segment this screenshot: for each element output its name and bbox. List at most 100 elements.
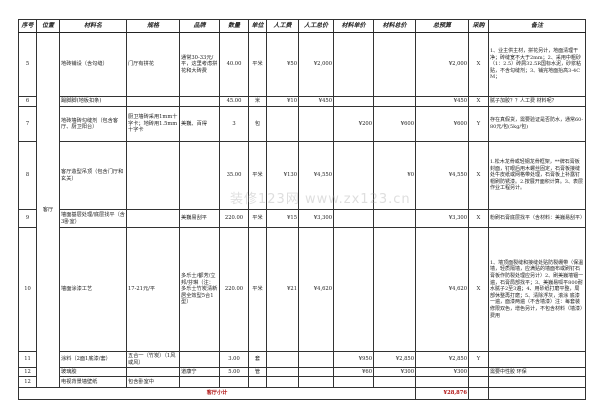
cell-mat-unit: ¥60 [333, 367, 374, 377]
cell-mat-unit [333, 96, 374, 107]
column-header: 材料名 [59, 19, 127, 33]
cell-name: 电视背景墙壁纸 [59, 376, 127, 388]
column-header: 位置 [36, 19, 60, 33]
cell-name: 地砖铺设（含勾缝） [59, 32, 127, 97]
cell-buy: Y [468, 351, 489, 368]
cell-mat-total: ¥300 [373, 367, 416, 377]
cell-note [488, 351, 586, 368]
cell-labor [266, 351, 299, 368]
cell-qty: 40.00 [219, 32, 249, 97]
cell-note: 存在真假货，需要验证是否防水，通常60-80元/包(5kg/包) [488, 106, 586, 142]
cell-spec: 厨卫墙砖采用1mm十字卡；地砖用1.5mm十字卡 [126, 106, 180, 142]
cell-name: 墙面涂漆工艺 [59, 227, 127, 352]
empty-cell [468, 387, 489, 400]
cell-name: 涂料（2面1底漆/套） [59, 351, 127, 368]
column-header: 人工总价 [298, 19, 334, 33]
cell-spec [126, 141, 180, 210]
cell-labor: ¥50 [266, 32, 299, 97]
cell-brand [179, 96, 220, 107]
cell-labor-total: ¥450 [298, 96, 334, 107]
cell-qty: 220.00 [219, 227, 249, 352]
cell-brand [179, 376, 220, 388]
table-row: 10 墙面涂漆工艺 17-21元/平 多乐士/都芳/立邦/芬琳（注：多乐士竹炭清新居全… [18, 227, 586, 352]
cell-mat-total [373, 376, 416, 388]
cell-brand: 通常30-33元/平，这里考虑拼花和大砖费 [179, 32, 220, 97]
cell-total: ¥4,620 [415, 227, 469, 352]
cell-note: 1、墙顶面裂缝和接缝处贴防裂绷带（保温墙，轻质隔墙，应满贴的墙面布或刷钉石膏板作… [488, 227, 586, 352]
cell-unit: 平米 [248, 209, 267, 228]
table-row: 12 玻璃胶 道康宁 5.00 管 ¥60 ¥300 ¥300 需要中性胶 环保 [18, 367, 586, 377]
cell-brand [179, 351, 220, 368]
cell-spec [126, 209, 180, 228]
cell-mat-total [373, 209, 416, 228]
cell-total: ¥4,550 [415, 141, 469, 210]
cell-note: 1、业主供主材，拼花另计，地面清理干净；砖缝宽不大于2mm；2、采用中粗砂（1：… [488, 32, 586, 97]
column-header: 规格 [126, 19, 180, 33]
cell-qty [219, 376, 249, 388]
cell-mat-unit [333, 209, 374, 228]
location-cell: 客厅 [36, 32, 60, 388]
cell-total: ¥2,000 [415, 32, 469, 97]
cell-unit: 管 [248, 367, 267, 377]
cell-total: ¥2,850 [415, 351, 469, 368]
cell-name: 玻璃胶 [59, 367, 127, 377]
cell-labor [266, 376, 299, 388]
cell-note: 粉刷石膏底层找平（含材料：美巍易刮平） [488, 209, 586, 228]
subtotal-row: 客厅小计 ¥28,876 [18, 387, 586, 400]
cell-no: 8 [18, 141, 37, 210]
cell-labor-total: ¥3,300 [298, 209, 334, 228]
table-row: 7 地砖墙砖勾缝剂（包含客厅、厨卫阳台） 厨卫墙砖采用1mm十字卡；地砖用1.5mm… [18, 106, 586, 142]
table-row: 6 踢脚脚(地板扣条) 45.00 米 ¥10 ¥450 ¥450 X 腻子加胶？？人工费 材料… [18, 96, 586, 107]
cell-qty: 5.00 [219, 367, 249, 377]
cell-name: 地砖墙砖勾缝剂（包含客厅、厨卫阳台） [59, 106, 127, 142]
cell-labor [266, 367, 299, 377]
cell-labor-total [298, 351, 334, 368]
watermark: 装修123网 www.zx123.cn [230, 192, 411, 207]
subtotal-label: 客厅小计 [18, 387, 416, 400]
cell-spec: 包含卧室中 [126, 376, 180, 388]
cell-unit: 包 [248, 106, 267, 142]
cell-note [488, 376, 586, 388]
cell-buy: X [468, 227, 489, 352]
cell-mat-total: ¥2,850 [373, 351, 416, 368]
cell-labor: ¥10 [266, 96, 299, 107]
cell-labor-total: ¥2,000 [298, 32, 334, 97]
cell-unit: 米 [248, 96, 267, 107]
column-header: 备注 [488, 19, 586, 33]
table-row: 12 电视背景墙壁纸 包含卧室中 [18, 376, 586, 388]
cell-buy: Y [468, 106, 489, 142]
cell-total: ¥300 [415, 367, 469, 377]
table-row: 5 客厅 地砖铺设（含勾缝） 门厅有拼花 通常30-33元/平，这里考虑拼花和大砖费 40… [18, 32, 586, 388]
column-header: 材料总价 [373, 19, 416, 33]
column-header: 人工费 [266, 19, 299, 33]
cell-buy: X [468, 141, 489, 210]
cell-spec: 17-21元/平 [126, 227, 180, 352]
cell-name: 墙面基层处理/底层找平（含3卧室） [59, 209, 127, 228]
column-header: 采购 [468, 19, 489, 33]
cell-brand [179, 141, 220, 210]
empty-cell [488, 387, 586, 400]
cell-mat-total [373, 227, 416, 352]
cell-mat-unit [333, 141, 374, 210]
cell-unit: 平米 [248, 32, 267, 97]
cell-buy: X [468, 96, 489, 107]
cell-no: 10 [18, 227, 37, 352]
cell-no: 11 [18, 351, 37, 368]
cell-labor: ¥15 [266, 209, 299, 228]
cell-labor-total [298, 106, 334, 142]
cell-mat-unit [333, 376, 374, 388]
cell-qty: 45.00 [219, 96, 249, 107]
cell-mat-unit [333, 32, 374, 97]
cell-unit: 平米 [248, 227, 267, 352]
cell-brand: 道康宁 [179, 367, 220, 377]
table-row: 9 墙面基层处理/底层找平（含3卧室） 美巍易刮平 220.00 平米 ¥15 ¥3,300… [18, 209, 586, 228]
cell-brand: 多乐士/都芳/立邦/芬琳（注：多乐士竹炭清新居全效型5合1型） [179, 227, 220, 352]
column-header: 单位 [248, 19, 267, 33]
cell-no: 7 [18, 106, 37, 142]
cell-buy: X [468, 209, 489, 228]
cell-no: 12 [18, 367, 37, 377]
cell-spec: 五合一（竹炭）（1风或风） [126, 351, 180, 368]
column-header: 数量 [219, 19, 249, 33]
cell-qty: 3 [219, 106, 249, 142]
cell-no: 12 [18, 376, 37, 388]
